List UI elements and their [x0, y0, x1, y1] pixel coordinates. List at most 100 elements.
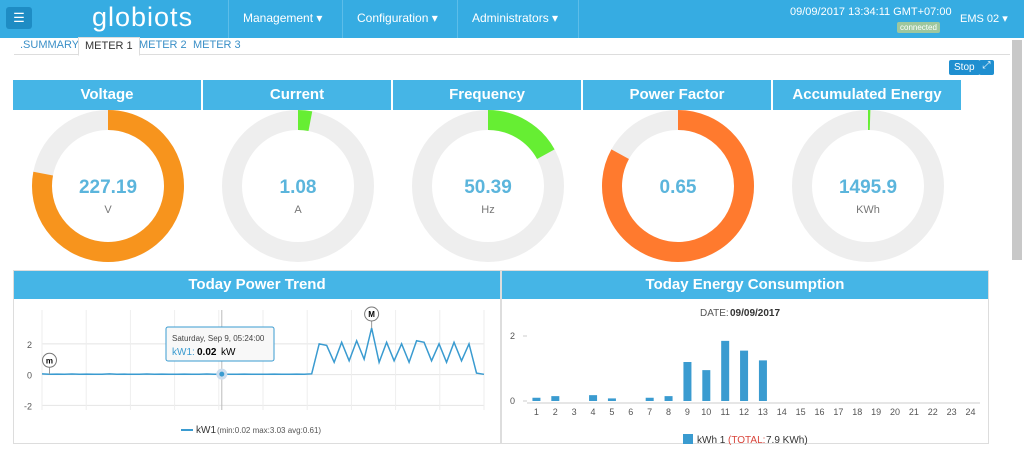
gauge-title: Power Factor [583, 80, 771, 110]
stop-button[interactable]: Stop [949, 60, 980, 75]
x-tick-label: 16 [815, 407, 825, 417]
fullscreen-button[interactable]: ⤢ [979, 60, 994, 75]
date-label: DATE: [700, 308, 729, 319]
bar [532, 397, 541, 401]
device-label: EMS 02 [960, 13, 1000, 25]
y-tick-label: 0 [510, 396, 515, 406]
x-tick-label: 6 [628, 407, 633, 417]
x-tick-label: 22 [928, 407, 938, 417]
date-value: 09/09/2017 [730, 308, 780, 319]
tab[interactable]: .SUMMARY [20, 39, 80, 51]
gauge-title: Voltage [13, 80, 201, 110]
legend-swatch [683, 434, 693, 444]
y-tick-label: -2 [24, 401, 32, 411]
panel-title: Today Energy Consumption [502, 271, 988, 299]
status-badge: connected [897, 22, 940, 33]
x-tick-label: 8 [666, 407, 671, 417]
annotation-marker [364, 306, 380, 322]
x-tick-label: 4 [591, 407, 596, 417]
gauge-title: Current [203, 80, 391, 110]
x-tick-label: 18 [852, 407, 862, 417]
bar [702, 370, 711, 401]
menu-item[interactable]: Management ▾ [228, 0, 355, 38]
legend-total-label: (TOTAL: [728, 435, 765, 446]
x-tick-label: 10 [701, 407, 711, 417]
navbar: ☰ globiots Management ▾ Configuration ▾ … [0, 0, 1024, 38]
bar [664, 396, 673, 401]
menu-item[interactable]: Configuration ▾ [342, 0, 459, 38]
tooltip [165, 326, 275, 362]
x-tick-label: 14 [777, 407, 787, 417]
x-tick-label: 11 [721, 407, 730, 417]
x-tick-label: 23 [947, 407, 957, 417]
y-tick-label: 0 [27, 371, 32, 381]
x-tick-label: 3 [572, 407, 577, 417]
gauge-value: 50.39 [464, 177, 512, 198]
menu-label: Administrators [472, 11, 549, 25]
gauge-value: 1495.9 [839, 177, 897, 198]
gauge-arc [487, 110, 555, 160]
scrollbar [1012, 40, 1022, 260]
annotation-marker [41, 352, 57, 368]
legend-total: 7.9 KWh) [766, 435, 808, 446]
bar [740, 350, 749, 401]
gauge-arc [297, 110, 313, 132]
annotation: m [46, 356, 53, 365]
panel: Today Energy Consumption [501, 270, 989, 444]
gauge-unit: V [104, 204, 112, 216]
tab[interactable]: METER 3 [193, 39, 241, 51]
bar [589, 395, 598, 401]
x-tick-label: 20 [890, 407, 900, 417]
menu-item[interactable]: Administrators ▾ [457, 0, 579, 38]
annotation: M [368, 310, 375, 319]
x-tick-label: 21 [909, 407, 919, 417]
x-tick-label: 5 [609, 407, 614, 417]
x-tick-label: 17 [833, 407, 843, 417]
menu-label: Configuration [357, 11, 429, 25]
x-tick-label: 19 [871, 407, 881, 417]
x-tick-label: 1 [534, 407, 539, 417]
gauge-value: 227.19 [79, 177, 137, 198]
legend-note: (min:0.02 max:3.03 avg:0.61) [217, 426, 321, 435]
x-tick-label: 24 [966, 407, 976, 417]
gauge-unit: KWh [856, 204, 880, 216]
gauge-unit: A [294, 204, 302, 216]
panel-title: Today Power Trend [14, 271, 500, 299]
x-tick-label: 12 [739, 407, 749, 417]
bar [607, 398, 616, 401]
tooltip-unit: kW [221, 347, 236, 358]
y-tick-label: 2 [27, 340, 32, 350]
bar [551, 396, 560, 401]
menu-toggle[interactable]: ☰ [6, 7, 32, 29]
gauge-arc [32, 110, 184, 262]
gauge-value: 1.08 [280, 177, 317, 198]
x-tick-label: 7 [647, 407, 652, 417]
menu-label: Management [243, 11, 314, 25]
line [41, 327, 485, 376]
bar [645, 397, 654, 401]
legend-entry: kWh 1 [697, 435, 726, 446]
device-select[interactable]: EMS 02 ▾ [960, 13, 1008, 25]
tab[interactable]: METER 2 [139, 39, 187, 51]
gauge-arc [602, 110, 754, 262]
tooltip-label: kW1: [172, 347, 195, 358]
bar [683, 362, 692, 401]
gauge-unit: Hz [481, 204, 494, 216]
gauge-title: Frequency [393, 80, 581, 110]
bar [721, 340, 730, 401]
gauge-title: Accumulated Energy [773, 80, 961, 110]
logo: globiots [92, 2, 194, 32]
x-tick-label: 9 [685, 407, 690, 417]
legend-entry: kW1 [196, 425, 216, 436]
x-tick-label: 13 [758, 407, 768, 417]
tab-active[interactable]: METER 1 [78, 37, 140, 56]
bar [758, 360, 767, 401]
tab-line [14, 54, 1010, 55]
x-tick-label: 2 [553, 407, 558, 417]
panel: Today Power Trend [13, 270, 501, 444]
y-tick-label: 2 [510, 331, 515, 341]
datetime: 09/09/2017 13:34:11 GMT+07:00 [790, 6, 952, 18]
x-tick-label: 15 [796, 407, 806, 417]
